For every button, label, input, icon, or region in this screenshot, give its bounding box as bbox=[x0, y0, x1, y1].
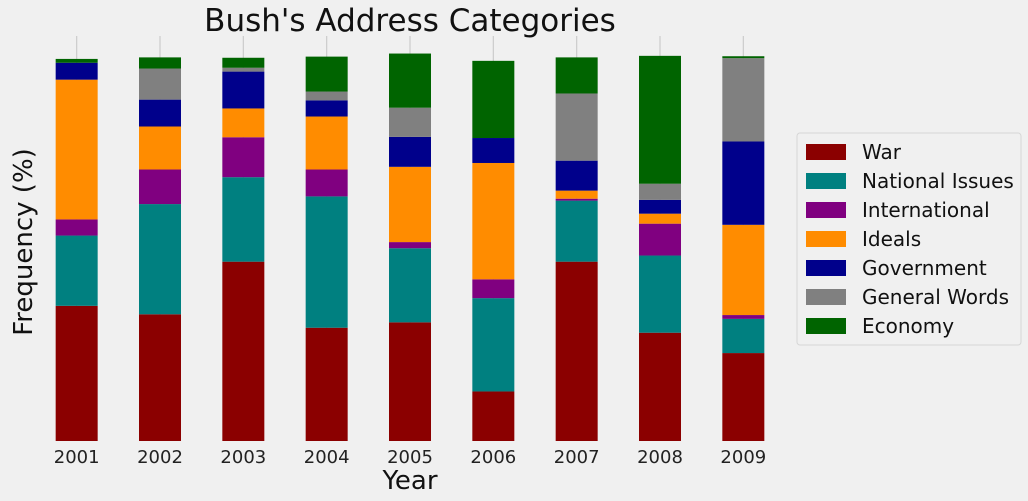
bar-segment bbox=[139, 99, 181, 127]
bar-segment bbox=[722, 353, 765, 441]
bars bbox=[55, 53, 765, 441]
x-tick-label: 2003 bbox=[220, 447, 266, 468]
legend-label: Government bbox=[862, 256, 987, 280]
bar-segment bbox=[639, 55, 681, 184]
bar-segment bbox=[305, 327, 348, 441]
bar-segment bbox=[222, 108, 265, 138]
legend-swatch bbox=[806, 173, 846, 189]
bar-segment bbox=[139, 57, 181, 69]
bar-segment bbox=[472, 391, 515, 441]
bar-segment bbox=[639, 199, 681, 214]
bar-segment bbox=[305, 196, 348, 328]
bar-segment bbox=[55, 235, 98, 306]
bar-segment bbox=[555, 93, 598, 161]
bar-segment bbox=[139, 169, 181, 205]
legend-label: Economy bbox=[862, 314, 954, 338]
bar-segment bbox=[722, 315, 765, 319]
x-tick-label: 2009 bbox=[720, 447, 766, 468]
legend-swatch bbox=[806, 260, 846, 276]
bar-segment bbox=[305, 100, 348, 117]
legend-swatch bbox=[806, 231, 846, 247]
bar-segment bbox=[555, 261, 598, 441]
bar-segment bbox=[389, 242, 431, 249]
legend-label: National Issues bbox=[862, 169, 1014, 193]
bar-segment bbox=[305, 56, 348, 92]
bar-segment bbox=[389, 53, 431, 108]
x-tick-label: 2005 bbox=[387, 447, 433, 468]
legend-frame bbox=[796, 132, 1022, 346]
legend-swatch bbox=[806, 318, 846, 334]
bar-segment bbox=[389, 166, 431, 243]
bar-segment bbox=[389, 322, 431, 441]
bar-segment bbox=[222, 137, 265, 178]
bar-segment bbox=[472, 162, 515, 280]
x-tick-label: 2007 bbox=[554, 447, 600, 468]
bar-segment bbox=[472, 298, 515, 392]
bar-segment bbox=[222, 67, 265, 72]
x-tick-labels: 2001 2002 2003 2004 2005 2006 2007 2008 2009 bbox=[54, 447, 766, 468]
bar-segment bbox=[55, 58, 98, 63]
bar-segment bbox=[222, 57, 265, 68]
bar-segment bbox=[639, 255, 681, 333]
bar-segment bbox=[222, 71, 265, 109]
x-tick-label: 2004 bbox=[304, 447, 350, 468]
legend-swatch bbox=[806, 289, 846, 305]
bar-segment bbox=[555, 57, 598, 94]
bar-segment bbox=[139, 68, 181, 100]
x-tick-label: 2006 bbox=[470, 447, 516, 468]
bar-segment bbox=[722, 318, 765, 354]
bar-segment bbox=[305, 91, 348, 101]
bar-segment bbox=[472, 60, 515, 139]
bar-segment bbox=[305, 169, 348, 197]
bar-segment bbox=[222, 261, 265, 441]
bar-segment bbox=[389, 107, 431, 137]
legend-label: War bbox=[862, 140, 902, 164]
bar-segment bbox=[555, 200, 598, 262]
bar-segment bbox=[639, 183, 681, 200]
bar-segment bbox=[389, 136, 431, 167]
bar-segment bbox=[139, 314, 181, 441]
bar-segment bbox=[722, 58, 765, 142]
bar-segment bbox=[222, 177, 265, 262]
x-axis-label: Year bbox=[381, 466, 437, 496]
legend-label: International bbox=[862, 198, 990, 222]
x-tick-label: 2002 bbox=[137, 447, 183, 468]
bar-segment bbox=[639, 223, 681, 256]
x-tick-label: 2001 bbox=[54, 447, 100, 468]
bar-segment bbox=[139, 204, 181, 315]
bar-segment bbox=[639, 213, 681, 224]
legend-swatch bbox=[806, 202, 846, 218]
y-axis-label: Frequency (%) bbox=[9, 148, 39, 336]
bar-segment bbox=[472, 279, 515, 299]
bar-segment bbox=[722, 56, 765, 59]
bar-segment bbox=[55, 79, 98, 220]
bar-segment bbox=[555, 160, 598, 191]
bar-segment bbox=[722, 141, 765, 225]
legend-label: Ideals bbox=[862, 227, 921, 251]
legend-label: General Words bbox=[862, 285, 1009, 309]
legend-swatch bbox=[806, 144, 846, 160]
bar-segment bbox=[305, 116, 348, 170]
bar-segment bbox=[55, 305, 98, 441]
bar-segment bbox=[722, 224, 765, 316]
bar-segment bbox=[555, 190, 598, 199]
legend: War National Issues International Ideals Gov… bbox=[796, 132, 1022, 346]
x-tick-label: 2008 bbox=[637, 447, 683, 468]
bar-segment bbox=[639, 332, 681, 441]
bar-segment bbox=[472, 138, 515, 163]
bar-segment bbox=[139, 126, 181, 170]
bar-segment bbox=[55, 219, 98, 236]
bar-segment bbox=[389, 248, 431, 323]
chart-title: Bush's Address Categories bbox=[204, 3, 616, 39]
bar-segment bbox=[555, 198, 598, 201]
bar-segment bbox=[55, 62, 98, 80]
